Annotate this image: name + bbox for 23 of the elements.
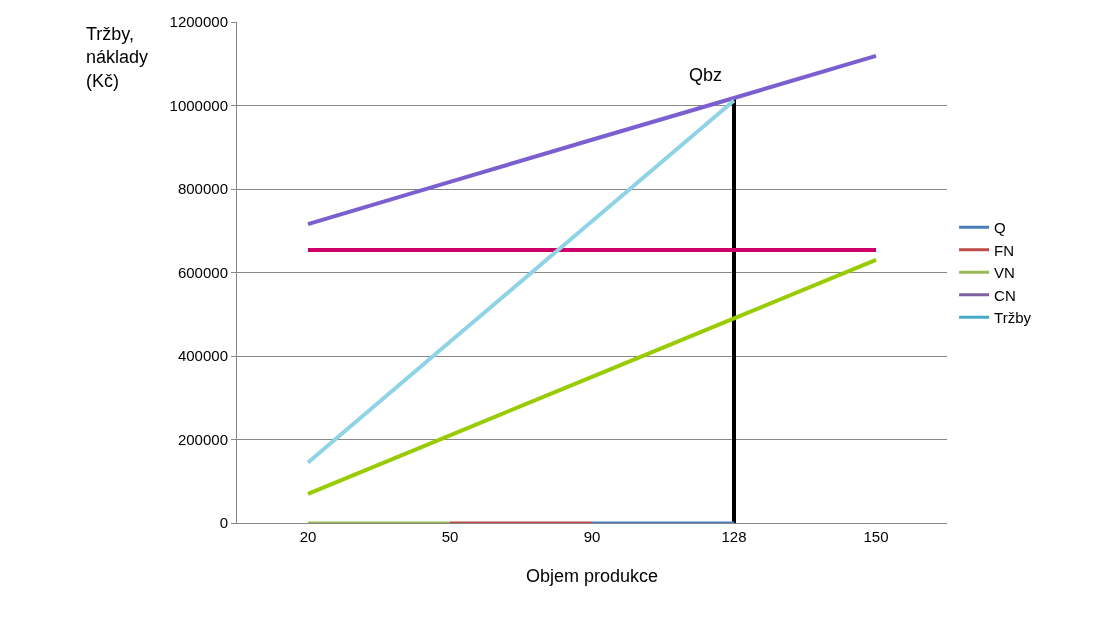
legend-label: CN [994,286,1016,304]
x-tick-label: 20 [299,528,317,545]
x-tick-label: 90 [583,528,601,545]
x-tick-label: 150 [863,528,889,545]
line-series [306,257,878,496]
legend-label: FN [994,241,1015,259]
y-tick-label: 1000000 [169,96,228,114]
legend-label: Tržby [994,309,1032,327]
line-series [306,53,878,227]
x-axis-title: Objem produkce [525,566,659,587]
legend-label: VN [994,264,1015,282]
legend-label: Q [994,219,1006,237]
y-tick-label: 800000 [177,180,228,198]
y-tick-label: 0 [219,514,228,532]
x-tick-label: 50 [441,528,459,545]
x-tick-label: 128 [721,528,747,545]
y-tick-label: 200000 [177,430,228,448]
y-tick-label: 400000 [177,347,228,365]
annotation: Qbz [689,65,723,85]
y-tick-label: 1200000 [169,13,228,31]
y-axis-title: Tržby, náklady (Kč) [86,24,149,91]
y-tick-label: 600000 [177,263,228,281]
line-series [306,98,736,465]
